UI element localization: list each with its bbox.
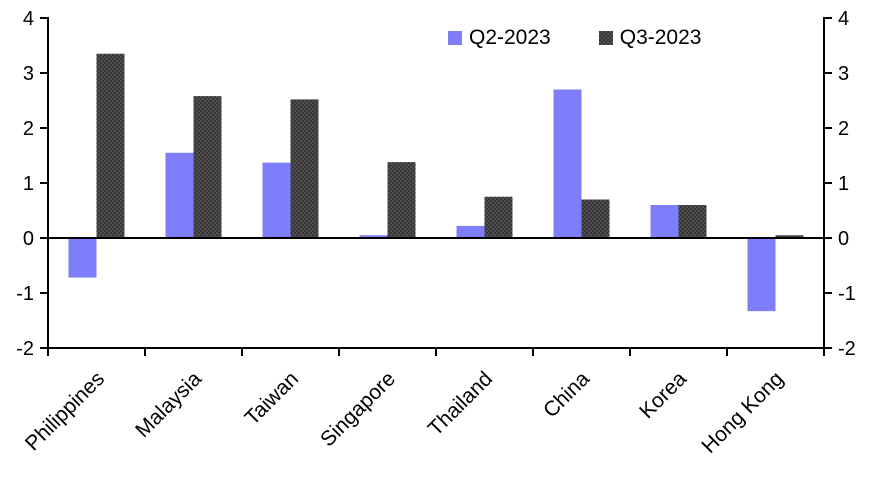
y-tick-label-right-1: 1 (838, 173, 849, 195)
y-tick-label-right-2: 2 (838, 118, 849, 140)
bar-Q3-2023-Singapore (387, 162, 416, 238)
bar-Q3-2023-China (581, 199, 610, 238)
y-tick-label-right--1: -1 (838, 283, 856, 305)
bar-Q2-2023-Korea (650, 205, 679, 238)
x-category-label-thailand: Thailand (424, 367, 497, 440)
bar-Q2-2023-Philippines (68, 238, 97, 278)
y-tick-label-left-4: 4 (23, 8, 34, 30)
x-category-label-malaysia: Malaysia (131, 367, 206, 442)
bar-Q2-2023-Hong Kong (747, 238, 776, 312)
y-tick-label-left-2: 2 (23, 118, 34, 140)
y-tick-label-left--2: -2 (16, 338, 34, 360)
x-category-label-korea: Korea (635, 367, 691, 423)
legend-item-q3-2023: Q3-2023 (598, 26, 702, 50)
y-tick-label-left-3: 3 (23, 63, 34, 85)
legend-swatch-q2-2023 (448, 31, 462, 45)
bar-Q2-2023-Malaysia (165, 152, 194, 238)
bar-Q2-2023-Singapore (359, 235, 388, 238)
bar-Q3-2023-Malaysia (193, 96, 222, 238)
y-tick-label-left-1: 1 (23, 173, 34, 195)
x-category-label-hong-kong: Hong Kong (697, 367, 788, 458)
bar-Q3-2023-Philippines (96, 53, 125, 238)
y-tick-label-right-0: 0 (838, 228, 849, 250)
bar-Q2-2023-Thailand (456, 225, 485, 238)
legend-swatch-q3-2023 (598, 31, 613, 45)
bar-Q3-2023-Thailand (484, 196, 513, 238)
x-category-label-philippines: Philippines (21, 367, 109, 455)
x-category-label-singapore: Singapore (316, 367, 400, 451)
bar-Q3-2023-Korea (678, 205, 707, 238)
y-tick-label-right-3: 3 (838, 63, 849, 85)
bar-Q2-2023-China (553, 89, 582, 238)
bar-Q3-2023-Hong Kong (775, 235, 804, 238)
x-category-label-china: China (539, 367, 594, 422)
legend-label-q2-2023: Q2-2023 (469, 26, 551, 49)
bar-Q2-2023-Taiwan (262, 162, 291, 238)
y-tick-label-right--2: -2 (838, 338, 856, 360)
legend-item-q2-2023: Q2-2023 (448, 26, 551, 50)
x-category-label-taiwan: Taiwan (241, 367, 303, 429)
legend: Q2-2023 Q3-2023 (448, 26, 701, 50)
y-tick-label-left-0: 0 (23, 228, 34, 250)
y-tick-label-left--1: -1 (16, 283, 34, 305)
bar-Q3-2023-Taiwan (290, 99, 319, 239)
y-tick-label-right-4: 4 (838, 8, 849, 30)
legend-label-q3-2023: Q3-2023 (619, 26, 702, 49)
